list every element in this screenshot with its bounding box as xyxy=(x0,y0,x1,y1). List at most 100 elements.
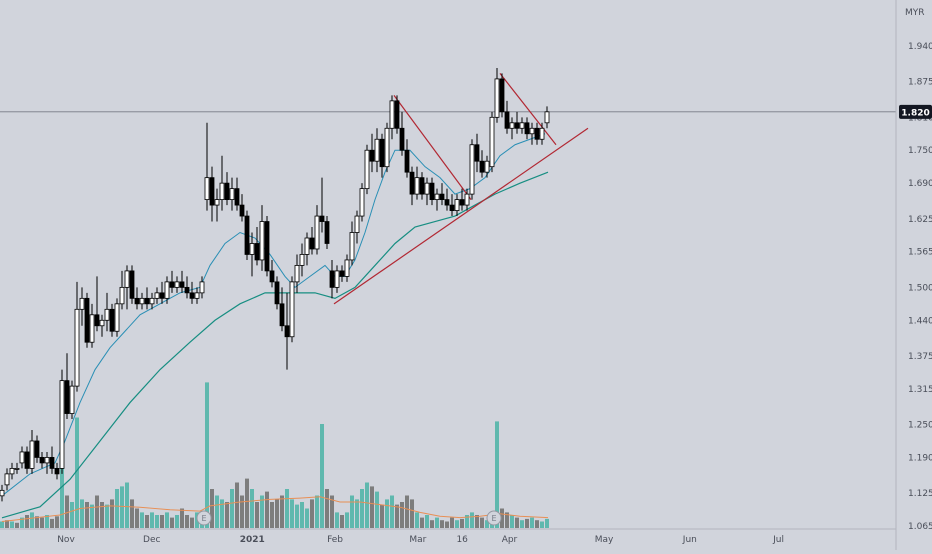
candle xyxy=(249,232,255,277)
volume-bar xyxy=(25,515,29,528)
candle xyxy=(324,216,330,249)
volume-bar xyxy=(415,512,419,528)
volume-bar xyxy=(85,502,89,528)
volume-bar xyxy=(225,502,229,528)
candle-body xyxy=(34,440,40,458)
volume-bar xyxy=(295,504,299,528)
price-tick-label: 1.315 xyxy=(908,385,932,395)
candle-body xyxy=(279,303,285,327)
volume-bar xyxy=(105,504,109,528)
volume-bar xyxy=(220,499,224,528)
candle-body xyxy=(264,221,270,272)
candle-body xyxy=(339,270,345,277)
candle xyxy=(494,67,500,123)
candle xyxy=(34,435,40,463)
candle xyxy=(384,122,390,173)
volume-bar xyxy=(15,522,19,528)
trendline xyxy=(393,95,472,200)
volume-bar xyxy=(345,512,349,528)
candle xyxy=(214,188,220,222)
candle xyxy=(394,95,400,134)
candle xyxy=(484,155,490,178)
candle-body xyxy=(44,457,50,464)
price-tick-label: 1.690 xyxy=(908,179,932,189)
volume-bar xyxy=(405,495,409,528)
candle-body xyxy=(454,199,460,211)
volume-bar xyxy=(150,512,154,528)
volume-bar xyxy=(400,502,404,528)
last-price-label: 1.820 xyxy=(901,108,929,118)
candle-body xyxy=(369,149,375,162)
earnings-marker-label: E xyxy=(201,514,206,523)
candle-body xyxy=(299,254,305,266)
volume-bar xyxy=(120,486,124,528)
candle xyxy=(89,303,95,348)
candle-body xyxy=(19,451,25,464)
candle xyxy=(0,484,5,502)
candle-body xyxy=(539,127,545,140)
candle-body xyxy=(424,182,430,195)
volume-bar xyxy=(450,517,454,528)
volume-bar xyxy=(80,499,84,528)
candle-body xyxy=(74,308,80,387)
volume-bar xyxy=(35,516,39,528)
volume-bar xyxy=(500,508,504,528)
candle-body xyxy=(99,319,105,327)
volume-bar xyxy=(380,504,384,528)
volume-bar xyxy=(90,504,94,528)
volume-bar xyxy=(475,515,479,528)
candle-body xyxy=(104,308,110,321)
candle xyxy=(129,265,135,304)
volume-bar xyxy=(435,517,439,528)
candle-body xyxy=(164,281,170,299)
candle-body xyxy=(479,160,485,173)
candle xyxy=(529,122,535,145)
candle xyxy=(404,139,410,178)
price-tick-label: 1.125 xyxy=(908,489,932,499)
candle-body xyxy=(414,177,420,195)
volume-bar xyxy=(240,495,244,528)
candle xyxy=(444,188,450,211)
candle-body xyxy=(89,314,95,343)
candle-body xyxy=(349,232,355,261)
candle-body xyxy=(419,177,425,195)
candle-body xyxy=(259,221,265,261)
volume-bar xyxy=(95,495,99,528)
time-tick-label: 2021 xyxy=(240,535,265,545)
volume-bar xyxy=(280,495,284,528)
candle xyxy=(139,292,145,310)
volume-bar xyxy=(385,499,389,528)
candle-body xyxy=(124,270,130,288)
candle xyxy=(229,177,235,211)
candle xyxy=(134,287,140,310)
volume-layer xyxy=(0,382,549,528)
candle xyxy=(474,133,480,173)
candle-body xyxy=(274,281,280,305)
last-price-tag-background xyxy=(899,104,932,119)
earnings-marker-circle xyxy=(486,510,502,526)
volume-bar xyxy=(10,521,14,528)
candle xyxy=(374,128,380,173)
candle xyxy=(369,133,375,173)
candle xyxy=(224,172,230,206)
volume-bar xyxy=(350,495,354,528)
candle-body xyxy=(429,182,435,200)
time-axis-ticks: Nov Dec 2021 Feb Mar 16 Apr May Jun Jul xyxy=(57,535,784,545)
price-axis-panel[interactable] xyxy=(896,0,932,550)
candle xyxy=(194,287,200,304)
volume-bar xyxy=(460,518,464,528)
candle xyxy=(349,221,355,266)
volume-bar xyxy=(20,517,24,528)
candle-body xyxy=(79,297,85,310)
candle-body xyxy=(119,286,125,305)
time-tick-label: Mar xyxy=(409,535,426,545)
candle xyxy=(439,183,445,206)
volume-bar xyxy=(175,515,179,528)
slow-ma-line xyxy=(1,171,549,519)
candle xyxy=(4,468,10,491)
currency-label: MYR xyxy=(905,8,925,18)
candle-body xyxy=(189,292,195,299)
volume-bar xyxy=(365,482,369,528)
candle xyxy=(189,281,195,304)
